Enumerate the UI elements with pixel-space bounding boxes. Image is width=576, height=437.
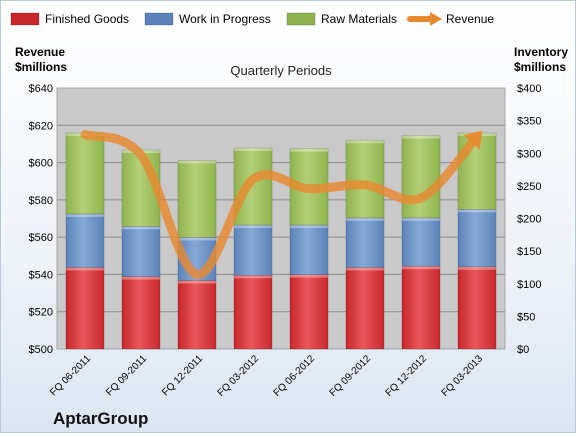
legend-swatch xyxy=(144,12,174,26)
bar-work-in-progress xyxy=(345,217,385,268)
x-tick-label: FQ 12-2012 xyxy=(384,353,430,399)
bar-highlight xyxy=(121,276,161,280)
legend-label: Raw Materials xyxy=(321,12,397,26)
bar-finished-goods xyxy=(457,266,497,350)
left-tick-label: $620 xyxy=(29,120,53,132)
legend-label: Finished Goods xyxy=(45,12,129,26)
bar-raw-materials xyxy=(65,132,105,215)
company-name: AptarGroup xyxy=(53,409,148,428)
x-tick-label: FQ 12-2011 xyxy=(160,353,205,398)
legend: Finished Goods Work in Progress Raw Materi… xyxy=(10,12,494,26)
bar-highlight xyxy=(177,237,217,241)
bar-work-in-progress xyxy=(289,224,329,275)
right-axis-title-line2: $millions xyxy=(514,60,566,74)
bar-highlight xyxy=(401,135,441,139)
bar-raw-materials xyxy=(401,135,441,219)
legend-label: Revenue xyxy=(446,12,494,26)
bar-highlight xyxy=(401,217,441,221)
right-axis-ticks: $400 $350 $300 $250 $200 $150 $100 $50 $0 xyxy=(517,83,541,356)
right-tick-label: $400 xyxy=(517,83,541,95)
bar-finished-goods xyxy=(177,280,217,350)
left-tick-label: $540 xyxy=(29,269,53,281)
bar-highlight xyxy=(289,225,329,229)
bar-work-in-progress xyxy=(121,226,161,277)
bar-highlight xyxy=(65,267,105,271)
bar-work-in-progress xyxy=(65,213,105,268)
bar-finished-goods xyxy=(65,267,105,350)
right-tick-label: $50 xyxy=(517,311,535,323)
bar-work-in-progress xyxy=(233,224,273,276)
bar-highlight xyxy=(121,226,161,230)
legend-swatch xyxy=(286,12,316,26)
bar-highlight xyxy=(233,275,273,279)
right-tick-label: $350 xyxy=(517,116,541,128)
x-tick-label: FQ 06-2011 xyxy=(48,353,93,398)
bar-raw-materials xyxy=(233,147,273,226)
bar-highlight xyxy=(233,225,273,229)
right-tick-label: $250 xyxy=(517,181,541,193)
left-axis-title-line1: Revenue xyxy=(15,45,65,59)
bar-finished-goods xyxy=(345,267,385,350)
bar-finished-goods xyxy=(121,276,161,350)
chart-title: Quarterly Periods xyxy=(230,63,332,78)
revenue-line-group xyxy=(80,130,483,279)
left-axis-ticks: $640 $620 $600 $580 $560 $540 $520 $500 xyxy=(29,83,53,356)
left-tick-label: $580 xyxy=(29,195,53,207)
x-tick-label: FQ 03-2013 xyxy=(440,353,486,399)
legend-swatch-arrow xyxy=(430,12,442,26)
bar-highlight xyxy=(345,140,385,144)
bar-highlight xyxy=(457,209,497,213)
bar-highlight xyxy=(345,267,385,271)
right-tick-label: $300 xyxy=(517,148,541,160)
legend-swatch xyxy=(10,12,40,26)
left-tick-label: $520 xyxy=(29,307,53,319)
x-tick-label: FQ 09-2011 xyxy=(104,353,149,398)
left-tick-label: $640 xyxy=(29,83,53,95)
x-axis-ticks: FQ 06-2011 FQ 09-2011 FQ 12-2011 FQ 03-2012… xyxy=(48,353,485,399)
bar-highlight xyxy=(177,280,217,284)
legend-label: Work in Progress xyxy=(179,12,271,26)
right-tick-label: $200 xyxy=(517,214,541,226)
left-tick-label: $560 xyxy=(29,232,53,244)
right-tick-label: $100 xyxy=(517,279,541,291)
bar-raw-materials xyxy=(345,139,385,219)
revenue-line-arrowhead xyxy=(463,130,483,150)
right-axis-title-line1: Inventory xyxy=(514,45,568,59)
left-tick-label: $600 xyxy=(29,158,53,170)
bar-raw-materials xyxy=(177,160,217,238)
bar-finished-goods xyxy=(289,274,329,350)
bar-highlight xyxy=(401,266,441,270)
bar-work-in-progress xyxy=(401,217,441,267)
x-tick-label: FQ 03-2012 xyxy=(216,353,262,399)
bar-highlight xyxy=(177,160,217,164)
bar-highlight xyxy=(457,266,497,270)
x-tick-label: FQ 06-2012 xyxy=(272,353,318,399)
left-tick-label: $500 xyxy=(29,344,53,356)
x-tick-label: FQ 09-2012 xyxy=(328,353,374,399)
bar-finished-goods xyxy=(401,265,441,350)
bar-highlight xyxy=(345,217,385,221)
bar-highlight xyxy=(289,274,329,278)
bar-finished-goods xyxy=(233,274,273,350)
left-axis-title-line2: $millions xyxy=(15,60,67,74)
bar-highlight xyxy=(289,148,329,152)
right-tick-label: $150 xyxy=(517,246,541,258)
bar-work-in-progress xyxy=(457,209,497,268)
bar-highlight xyxy=(233,148,273,152)
right-tick-label: $0 xyxy=(517,344,529,356)
revenue-line xyxy=(80,130,482,279)
bar-highlight xyxy=(65,213,105,217)
